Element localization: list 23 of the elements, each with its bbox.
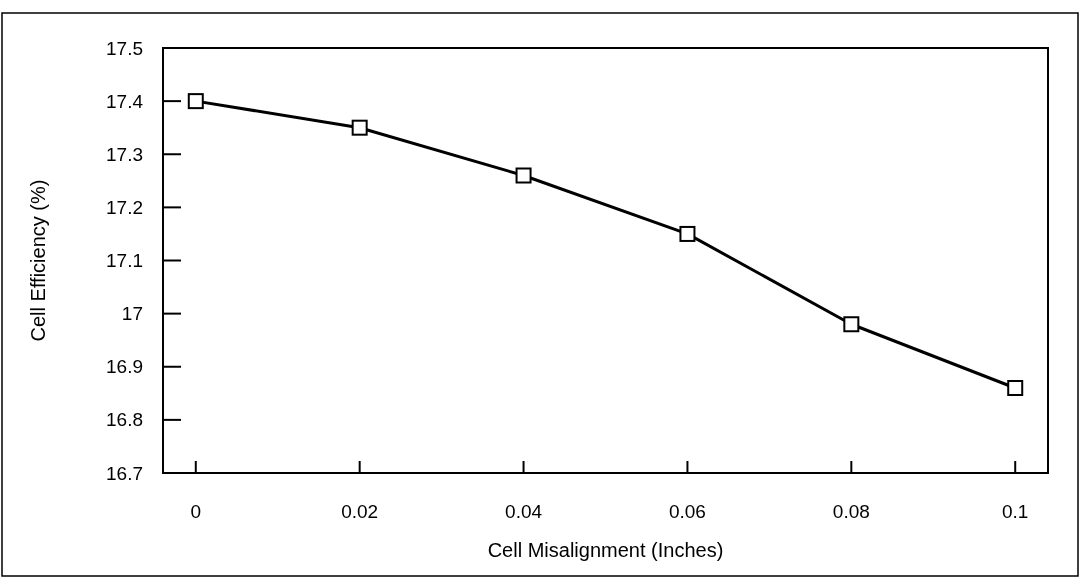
point <box>1007 380 1024 396</box>
point <box>679 225 696 242</box>
y-tick-label: 16.7 <box>106 462 143 484</box>
y-axis-title: Cell Efficiency (%) <box>27 179 49 342</box>
y-tick-label: 17.5 <box>106 37 143 59</box>
y-tick-label: 17.1 <box>106 250 143 271</box>
y-tick-label: 17.2 <box>106 196 143 218</box>
y-tick-label: 16.9 <box>106 356 143 378</box>
x-tick-label: 0.04 <box>505 500 543 522</box>
x-tick-label: 0.08 <box>832 500 870 522</box>
y-tick-label: 17.3 <box>106 143 143 165</box>
x-tick-label: 0.1 <box>1002 500 1029 522</box>
x-tick-label: 0 <box>190 500 202 522</box>
x-axis-title: Cell Misalignment (Inches) <box>487 539 724 561</box>
x-tick-label: 0.06 <box>668 500 706 522</box>
point <box>187 93 204 110</box>
y-tick-label: 17 <box>121 303 143 325</box>
point <box>351 119 368 136</box>
y-tick-label: 16.8 <box>106 409 143 431</box>
x-tick-label: 0.02 <box>341 500 379 522</box>
y-tick-label: 17.4 <box>106 90 144 112</box>
point <box>843 316 860 333</box>
point <box>515 167 532 184</box>
